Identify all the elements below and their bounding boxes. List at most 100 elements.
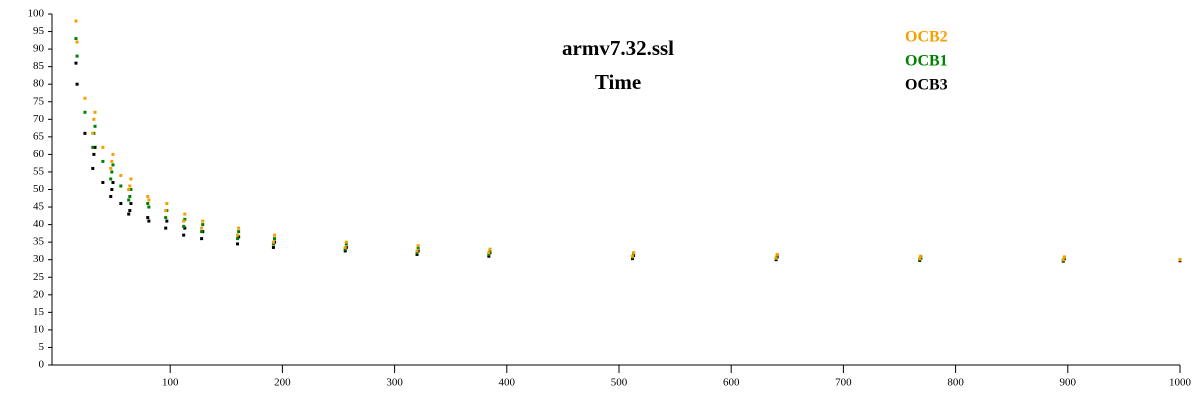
point xyxy=(74,61,78,65)
point xyxy=(415,251,419,255)
y-tick-label: 30 xyxy=(33,253,45,265)
point xyxy=(273,233,277,237)
point xyxy=(632,251,636,255)
y-tick-label: 100 xyxy=(28,8,45,20)
x-tick-label: 700 xyxy=(835,377,852,389)
point xyxy=(109,166,113,170)
point xyxy=(92,152,96,156)
point xyxy=(343,247,347,251)
point xyxy=(91,145,95,149)
point xyxy=(129,188,133,191)
point xyxy=(101,159,105,163)
point xyxy=(164,216,168,220)
point xyxy=(147,198,151,202)
point xyxy=(344,242,348,246)
chart-title: armv7.32.ssl xyxy=(562,36,674,60)
x-tick-label: 900 xyxy=(1060,377,1077,389)
point xyxy=(918,257,922,261)
point xyxy=(93,145,97,149)
point xyxy=(236,233,240,237)
point xyxy=(1062,255,1066,259)
point xyxy=(1061,258,1065,262)
legend-label: OCB1 xyxy=(905,53,948,70)
point xyxy=(488,247,492,251)
x-tick-label: 600 xyxy=(723,377,740,389)
point xyxy=(182,233,186,237)
point xyxy=(201,219,205,223)
point xyxy=(415,252,419,256)
point xyxy=(119,173,123,177)
point xyxy=(183,212,187,216)
y-tick-label: 0 xyxy=(39,359,45,371)
point xyxy=(146,202,150,206)
point xyxy=(129,177,133,181)
point xyxy=(416,244,420,248)
chart-subtitle: Time xyxy=(595,70,641,94)
y-tick-label: 90 xyxy=(33,43,45,55)
point xyxy=(127,198,131,202)
point xyxy=(343,245,347,249)
point xyxy=(110,159,114,163)
point xyxy=(775,252,779,256)
legend-label: OCB3 xyxy=(905,77,948,94)
x-tick-label: 500 xyxy=(611,377,628,389)
y-tick-label: 50 xyxy=(33,183,45,195)
point xyxy=(75,54,79,58)
x-tick-label: 100 xyxy=(162,377,179,389)
point xyxy=(487,254,491,258)
point xyxy=(271,245,275,249)
point xyxy=(237,235,241,239)
point xyxy=(128,195,132,199)
point xyxy=(415,249,419,253)
point xyxy=(83,131,87,135)
y-tick-label: 15 xyxy=(33,306,45,318)
x-tick-label: 400 xyxy=(499,377,516,389)
y-tick-label: 35 xyxy=(33,236,45,248)
point xyxy=(119,184,123,188)
point xyxy=(75,40,79,44)
y-tick-label: 45 xyxy=(33,201,45,213)
y-tick-label: 75 xyxy=(33,95,45,107)
point xyxy=(83,110,87,114)
y-tick-label: 5 xyxy=(39,341,45,353)
point xyxy=(416,245,420,249)
point xyxy=(146,195,150,199)
point xyxy=(774,256,778,260)
point xyxy=(165,202,169,206)
point xyxy=(487,252,491,256)
point xyxy=(75,82,79,86)
point xyxy=(344,240,348,244)
y-tick-label: 40 xyxy=(33,218,45,230)
point xyxy=(109,177,113,181)
y-tick-label: 60 xyxy=(33,148,45,160)
point xyxy=(200,226,204,230)
point xyxy=(165,219,169,223)
point xyxy=(919,254,923,258)
point xyxy=(271,240,275,244)
point xyxy=(343,249,347,253)
point xyxy=(201,223,205,227)
point xyxy=(200,237,204,241)
point xyxy=(182,219,186,223)
point xyxy=(183,217,187,221)
point xyxy=(74,19,78,23)
point xyxy=(271,242,275,246)
y-tick-label: 80 xyxy=(33,78,45,90)
y-tick-label: 95 xyxy=(33,25,45,37)
y-tick-label: 55 xyxy=(33,165,45,177)
point xyxy=(93,124,97,128)
point xyxy=(91,166,95,170)
point xyxy=(109,195,113,199)
point xyxy=(74,37,78,41)
y-tick-label: 65 xyxy=(33,130,45,142)
point xyxy=(127,212,131,216)
point xyxy=(111,163,115,167)
point xyxy=(110,188,114,191)
point xyxy=(237,230,241,234)
point xyxy=(164,209,168,213)
point xyxy=(488,249,492,253)
point xyxy=(182,224,186,228)
y-tick-label: 20 xyxy=(33,288,45,300)
point xyxy=(183,226,187,230)
